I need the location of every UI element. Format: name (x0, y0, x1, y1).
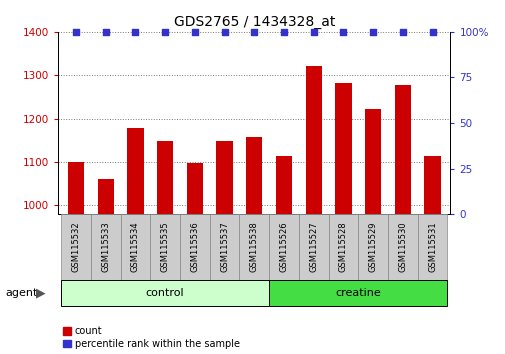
Text: GSM115536: GSM115536 (190, 222, 199, 272)
Bar (387, 214, 417, 280)
Text: control: control (145, 288, 184, 298)
Text: agent: agent (5, 288, 37, 298)
Text: GSM115528: GSM115528 (338, 222, 347, 272)
Text: creatine: creatine (335, 288, 380, 298)
Title: GDS2765 / 1434328_at: GDS2765 / 1434328_at (173, 16, 334, 29)
Text: GSM115538: GSM115538 (249, 222, 258, 272)
Bar (424, 155, 440, 214)
Bar (245, 137, 262, 214)
Point (339, 29, 347, 35)
Bar (180, 214, 209, 280)
Bar (209, 214, 239, 280)
Bar (298, 214, 328, 280)
Point (72, 29, 80, 35)
Text: GSM115527: GSM115527 (309, 222, 318, 272)
Bar (216, 141, 232, 214)
Bar (68, 162, 84, 214)
Bar (120, 214, 150, 280)
Point (368, 29, 376, 35)
Bar (417, 214, 446, 280)
Point (309, 29, 317, 35)
Point (250, 29, 258, 35)
Point (279, 29, 287, 35)
Text: GSM115530: GSM115530 (397, 222, 407, 272)
Bar (275, 155, 291, 214)
Bar (269, 214, 298, 280)
Text: GSM115533: GSM115533 (101, 222, 110, 272)
Bar (61, 214, 91, 280)
Text: GSM115529: GSM115529 (368, 222, 377, 272)
Text: GSM115534: GSM115534 (131, 222, 140, 272)
Point (190, 29, 198, 35)
Bar (305, 66, 321, 214)
Bar (150, 214, 180, 280)
Point (102, 29, 110, 35)
Point (131, 29, 139, 35)
Legend: count, percentile rank within the sample: count, percentile rank within the sample (63, 326, 239, 349)
Bar (364, 109, 380, 214)
Bar (127, 128, 143, 214)
Bar (334, 82, 351, 214)
Bar (328, 214, 358, 280)
Bar (394, 85, 410, 214)
Bar (239, 214, 269, 280)
Bar (97, 179, 114, 214)
Bar (358, 214, 387, 280)
Text: GSM115535: GSM115535 (160, 222, 169, 272)
Text: GSM115532: GSM115532 (71, 222, 80, 272)
Bar (91, 214, 120, 280)
Bar (269, 280, 446, 306)
Bar (61, 280, 269, 306)
Point (161, 29, 169, 35)
Text: GSM115537: GSM115537 (220, 222, 229, 272)
Bar (157, 141, 173, 214)
Point (428, 29, 436, 35)
Bar (186, 163, 203, 214)
Point (220, 29, 228, 35)
Text: ▶: ▶ (36, 286, 46, 299)
Text: GSM115531: GSM115531 (427, 222, 436, 272)
Text: GSM115526: GSM115526 (279, 222, 288, 272)
Point (398, 29, 406, 35)
